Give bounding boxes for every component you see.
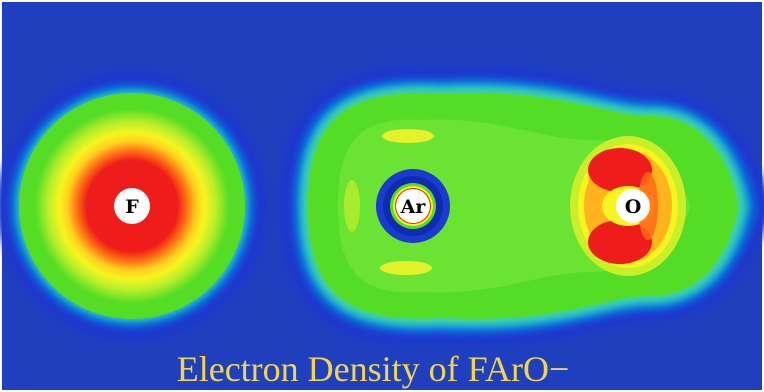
- oxygen-atom-marker: [616, 189, 650, 223]
- argon-left-highlight: [344, 180, 360, 232]
- fluorine-green-ring: [19, 93, 245, 319]
- argon-atom-label: Ar: [400, 196, 427, 218]
- oxygen-atom-label: O: [625, 196, 642, 218]
- argon-lower-highlight: [380, 261, 432, 275]
- argon-atom-marker: [396, 189, 430, 223]
- fluorine-atom-label: F: [125, 196, 139, 218]
- argon-upper-highlight: [382, 129, 434, 143]
- fluorine-atom-marker: [114, 188, 150, 224]
- figure-caption: Electron Density of FArO−: [177, 349, 570, 389]
